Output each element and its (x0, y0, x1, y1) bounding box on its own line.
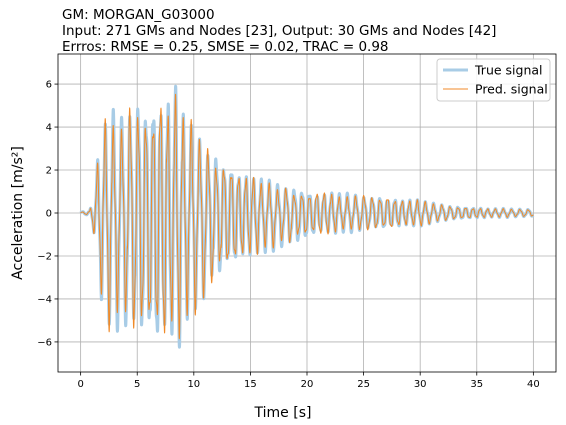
x-axis-label: Time [s] (254, 405, 312, 421)
grid (58, 54, 556, 372)
y-axis-label: Acceleration [m/s²] (10, 146, 26, 280)
x-tick-label: 30 (414, 379, 427, 390)
x-tick-label: 20 (301, 379, 314, 390)
x-tick-label: 0 (77, 379, 83, 390)
x-tick-label: 10 (187, 379, 200, 390)
x-tick-label: 5 (134, 379, 140, 390)
y-tick-label: 2 (46, 166, 52, 177)
x-tick-label: 25 (357, 379, 370, 390)
y-tick-label: 6 (46, 80, 52, 91)
y-tick-label: −6 (37, 337, 52, 348)
legend: True signal Pred. signal (436, 58, 551, 102)
legend-true-label: True signal (474, 63, 543, 78)
y-tick-label: −4 (37, 294, 52, 305)
y-tick-label: 0 (46, 209, 52, 220)
legend-pred-label: Pred. signal (475, 82, 548, 97)
y-axis: −6 −4 −2 0 2 4 6 (37, 80, 58, 348)
y-tick-label: −2 (37, 251, 52, 262)
title-line-3: Errros: RMSE = 0.25, SMSE = 0.02, TRAC =… (62, 39, 389, 55)
x-tick-label: 35 (470, 379, 483, 390)
pred-signal-line (80, 93, 534, 340)
x-tick-label: 40 (527, 379, 540, 390)
chart-title: GM: MORGAN_G03000 Input: 271 GMs and Nod… (62, 7, 496, 55)
x-tick-label: 15 (244, 379, 257, 390)
title-line-1: GM: MORGAN_G03000 (62, 7, 215, 23)
y-tick-label: 4 (46, 123, 52, 134)
x-axis: 0 5 10 15 20 25 30 35 40 (77, 372, 540, 390)
title-line-2: Input: 271 GMs and Nodes [23], Output: 3… (62, 23, 496, 39)
